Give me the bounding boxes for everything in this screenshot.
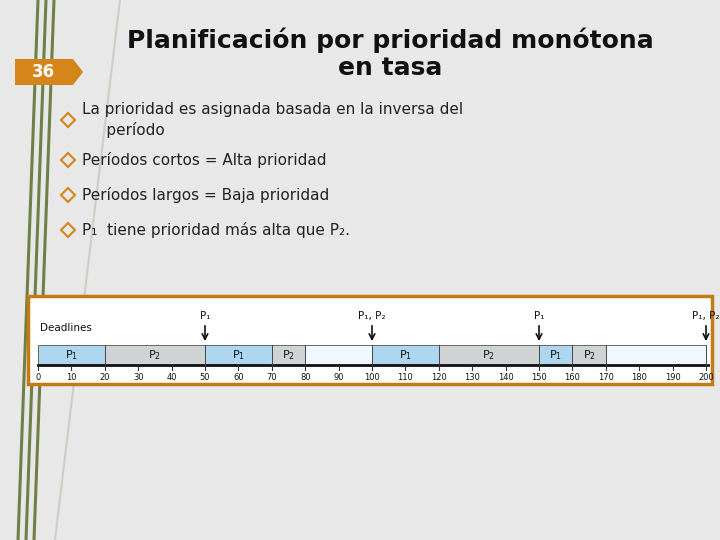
Text: 40: 40	[166, 373, 177, 382]
Text: 70: 70	[266, 373, 277, 382]
Text: 30: 30	[133, 373, 143, 382]
Text: P$_{2}$: P$_{2}$	[482, 348, 495, 362]
Text: P$_{2}$: P$_{2}$	[148, 348, 161, 362]
FancyBboxPatch shape	[305, 345, 372, 365]
Text: P$_{1}$: P$_{1}$	[399, 348, 412, 362]
Text: 80: 80	[300, 373, 310, 382]
Text: 160: 160	[564, 373, 580, 382]
Text: Planificación por prioridad monótona: Planificación por prioridad monótona	[127, 27, 653, 53]
Text: P₁: P₁	[534, 311, 544, 321]
Text: 10: 10	[66, 373, 76, 382]
Text: 50: 50	[199, 373, 210, 382]
Text: 20: 20	[99, 373, 110, 382]
Text: 190: 190	[665, 373, 680, 382]
Text: P₁, P₂: P₁, P₂	[359, 311, 386, 321]
Text: 0: 0	[35, 373, 40, 382]
Text: P$_{2}$: P$_{2}$	[282, 348, 295, 362]
Text: 90: 90	[333, 373, 344, 382]
Text: en tasa: en tasa	[338, 56, 442, 80]
Text: P₁  tiene prioridad más alta que P₂.: P₁ tiene prioridad más alta que P₂.	[82, 222, 350, 238]
Text: P₁, P₂: P₁, P₂	[692, 311, 720, 321]
Text: P$_{1}$: P$_{1}$	[65, 348, 78, 362]
FancyBboxPatch shape	[28, 296, 712, 384]
Text: Períodos cortos = Alta prioridad: Períodos cortos = Alta prioridad	[82, 152, 326, 168]
FancyBboxPatch shape	[539, 345, 572, 365]
Text: 36: 36	[32, 63, 55, 81]
Text: Deadlines: Deadlines	[40, 323, 92, 333]
Text: 170: 170	[598, 373, 613, 382]
Text: 100: 100	[364, 373, 380, 382]
Text: 60: 60	[233, 373, 243, 382]
FancyBboxPatch shape	[606, 345, 706, 365]
FancyBboxPatch shape	[372, 345, 438, 365]
FancyBboxPatch shape	[38, 345, 105, 365]
Text: 110: 110	[397, 373, 413, 382]
Text: P$_{1}$: P$_{1}$	[232, 348, 245, 362]
FancyBboxPatch shape	[271, 345, 305, 365]
Text: 200: 200	[698, 373, 714, 382]
Text: 140: 140	[498, 373, 513, 382]
FancyBboxPatch shape	[205, 345, 271, 365]
Text: 130: 130	[464, 373, 480, 382]
Text: 180: 180	[631, 373, 647, 382]
Text: P₁: P₁	[199, 311, 210, 321]
Polygon shape	[15, 59, 83, 85]
FancyBboxPatch shape	[105, 345, 205, 365]
Text: P$_{2}$: P$_{2}$	[582, 348, 595, 362]
Text: 150: 150	[531, 373, 547, 382]
Text: 120: 120	[431, 373, 446, 382]
Text: La prioridad es asignada basada en la inversa del
     período: La prioridad es asignada basada en la in…	[82, 102, 463, 138]
FancyBboxPatch shape	[438, 345, 539, 365]
FancyBboxPatch shape	[572, 345, 606, 365]
Text: P$_{1}$: P$_{1}$	[549, 348, 562, 362]
Text: Períodos largos = Baja prioridad: Períodos largos = Baja prioridad	[82, 187, 329, 203]
